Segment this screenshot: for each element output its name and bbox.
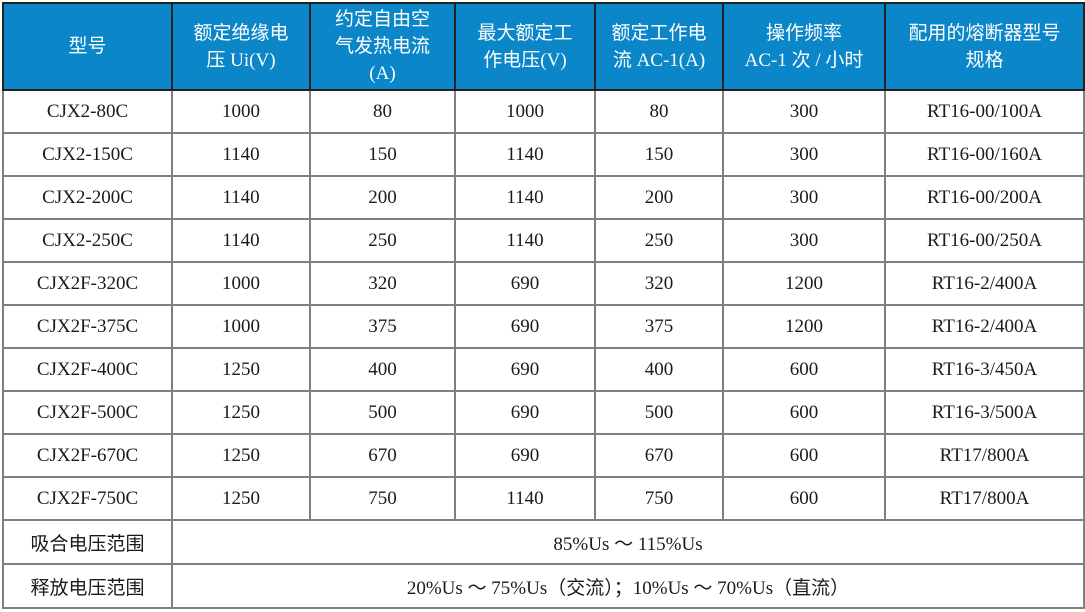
table-cell: 400 bbox=[594, 347, 724, 392]
table-cell: RT16-00/200A bbox=[884, 175, 1085, 220]
table-cell: 600 bbox=[722, 433, 886, 478]
footer-value-release-voltage: 20%Us ～ 75%Us（交流）；10%Us ～ 70%Us（直流） bbox=[171, 563, 1085, 609]
table-cell: 300 bbox=[722, 218, 886, 263]
table-cell: 1250 bbox=[171, 390, 311, 435]
table-cell: 320 bbox=[594, 261, 724, 306]
table-cell: 690 bbox=[454, 390, 596, 435]
table-cell: 690 bbox=[454, 261, 596, 306]
header-cell-work-current: 额定工作电 流 AC-1(A) bbox=[594, 2, 724, 91]
table-cell: RT16-00/250A bbox=[884, 218, 1085, 263]
table-cell: RT16-00/100A bbox=[884, 89, 1085, 134]
cell-model: CJX2F-375C bbox=[2, 304, 173, 349]
table-row: CJX2F-500C 1250 500 690 500 600 RT16-3/500A bbox=[2, 390, 1085, 435]
table-cell: 1140 bbox=[454, 476, 596, 521]
table-cell: 1140 bbox=[454, 132, 596, 177]
cell-model: CJX2F-400C bbox=[2, 347, 173, 392]
cell-model: CJX2F-320C bbox=[2, 261, 173, 306]
table-cell: 1000 bbox=[171, 261, 311, 306]
table-cell: 500 bbox=[594, 390, 724, 435]
table-cell: 1200 bbox=[722, 304, 886, 349]
header-cell-fuse-spec: 配用的熔断器型号 规格 bbox=[884, 2, 1085, 91]
table-cell: 375 bbox=[309, 304, 456, 349]
table-cell: RT16-2/400A bbox=[884, 304, 1085, 349]
table-cell: 1250 bbox=[171, 476, 311, 521]
table-body: CJX2-80C 1000 80 1000 80 300 RT16-00/100A CJX2-… bbox=[2, 89, 1085, 521]
table-cell: 1000 bbox=[454, 89, 596, 134]
table-cell: 750 bbox=[594, 476, 724, 521]
table-row: CJX2F-375C 1000 375 690 375 1200 RT16-2/400A bbox=[2, 304, 1085, 349]
table-cell: 150 bbox=[309, 132, 456, 177]
table-cell: 200 bbox=[594, 175, 724, 220]
table-cell: 300 bbox=[722, 175, 886, 220]
table-cell: RT16-2/400A bbox=[884, 261, 1085, 306]
table-cell: 1250 bbox=[171, 347, 311, 392]
table-cell: 690 bbox=[454, 304, 596, 349]
table-cell: 600 bbox=[722, 347, 886, 392]
table-cell: 1140 bbox=[171, 132, 311, 177]
table-cell: RT16-3/500A bbox=[884, 390, 1085, 435]
header-cell-thermal-current: 约定自由空 气发热电流 (A) bbox=[309, 2, 456, 91]
cell-model: CJX2F-670C bbox=[2, 433, 173, 478]
cell-model: CJX2-200C bbox=[2, 175, 173, 220]
cell-model: CJX2-150C bbox=[2, 132, 173, 177]
table-cell: 690 bbox=[454, 433, 596, 478]
table-cell: 1250 bbox=[171, 433, 311, 478]
table-row: CJX2-80C 1000 80 1000 80 300 RT16-00/100A bbox=[2, 89, 1085, 134]
table-cell: 375 bbox=[594, 304, 724, 349]
table-cell: 690 bbox=[454, 347, 596, 392]
table-cell: 300 bbox=[722, 89, 886, 134]
footer-label-pickup-voltage: 吸合电压范围 bbox=[2, 519, 173, 565]
header-cell-insulation-volt: 额定绝缘电 压 Ui(V) bbox=[171, 2, 311, 91]
table-cell: RT16-3/450A bbox=[884, 347, 1085, 392]
header-cell-model: 型号 bbox=[2, 2, 173, 91]
header-cell-max-work-volt: 最大额定工 作电压(V) bbox=[454, 2, 596, 91]
table-cell: 670 bbox=[309, 433, 456, 478]
cell-model: CJX2F-750C bbox=[2, 476, 173, 521]
table-row: CJX2-200C 1140 200 1140 200 300 RT16-00/200A bbox=[2, 175, 1085, 220]
footer-row-pickup-voltage: 吸合电压范围 85%Us ～ 115%Us bbox=[2, 519, 1085, 565]
header-row: 型号 额定绝缘电 压 Ui(V) 约定自由空 气发热电流 (A) 最大额定工 作… bbox=[2, 2, 1085, 91]
table-cell: 600 bbox=[722, 476, 886, 521]
footer-row-release-voltage: 释放电压范围 20%Us ～ 75%Us（交流）；10%Us ～ 70%Us（直… bbox=[2, 563, 1085, 609]
table-header: 型号 额定绝缘电 压 Ui(V) 约定自由空 气发热电流 (A) 最大额定工 作… bbox=[2, 2, 1085, 91]
cell-model: CJX2F-500C bbox=[2, 390, 173, 435]
table-row: CJX2-250C 1140 250 1140 250 300 RT16-00/250A bbox=[2, 218, 1085, 263]
table-cell: 300 bbox=[722, 132, 886, 177]
table-cell: 1000 bbox=[171, 89, 311, 134]
table-cell: 750 bbox=[309, 476, 456, 521]
table-cell: 80 bbox=[594, 89, 724, 134]
table-cell: 320 bbox=[309, 261, 456, 306]
table-cell: 400 bbox=[309, 347, 456, 392]
footer-label-release-voltage: 释放电压范围 bbox=[2, 563, 173, 609]
table-cell: 500 bbox=[309, 390, 456, 435]
table-cell: 1140 bbox=[171, 175, 311, 220]
table-cell: 150 bbox=[594, 132, 724, 177]
table-row: CJX2F-670C 1250 670 690 670 600 RT17/800A bbox=[2, 433, 1085, 478]
header-cell-op-frequency: 操作频率 AC-1 次 / 小时 bbox=[722, 2, 886, 91]
table-cell: 1140 bbox=[454, 218, 596, 263]
footer-value-pickup-voltage: 85%Us ～ 115%Us bbox=[171, 519, 1085, 565]
table-cell: 250 bbox=[309, 218, 456, 263]
table-cell: 600 bbox=[722, 390, 886, 435]
table-row: CJX2F-320C 1000 320 690 320 1200 RT16-2/400A bbox=[2, 261, 1085, 306]
table-cell: RT17/800A bbox=[884, 433, 1085, 478]
cell-model: CJX2-250C bbox=[2, 218, 173, 263]
table-cell: 670 bbox=[594, 433, 724, 478]
table-cell: 1140 bbox=[454, 175, 596, 220]
table-cell: RT17/800A bbox=[884, 476, 1085, 521]
table-cell: 250 bbox=[594, 218, 724, 263]
table-cell: 1140 bbox=[171, 218, 311, 263]
table-row: CJX2F-750C 1250 750 1140 750 600 RT17/800A bbox=[2, 476, 1085, 521]
table-cell: 200 bbox=[309, 175, 456, 220]
table-cell: 80 bbox=[309, 89, 456, 134]
table-row: CJX2F-400C 1250 400 690 400 600 RT16-3/450A bbox=[2, 347, 1085, 392]
table-row: CJX2-150C 1140 150 1140 150 300 RT16-00/160A bbox=[2, 132, 1085, 177]
table-cell: RT16-00/160A bbox=[884, 132, 1085, 177]
table-cell: 1200 bbox=[722, 261, 886, 306]
cell-model: CJX2-80C bbox=[2, 89, 173, 134]
table-cell: 1000 bbox=[171, 304, 311, 349]
table-footer: 吸合电压范围 85%Us ～ 115%Us 释放电压范围 20%Us ～ 75%… bbox=[2, 519, 1085, 609]
